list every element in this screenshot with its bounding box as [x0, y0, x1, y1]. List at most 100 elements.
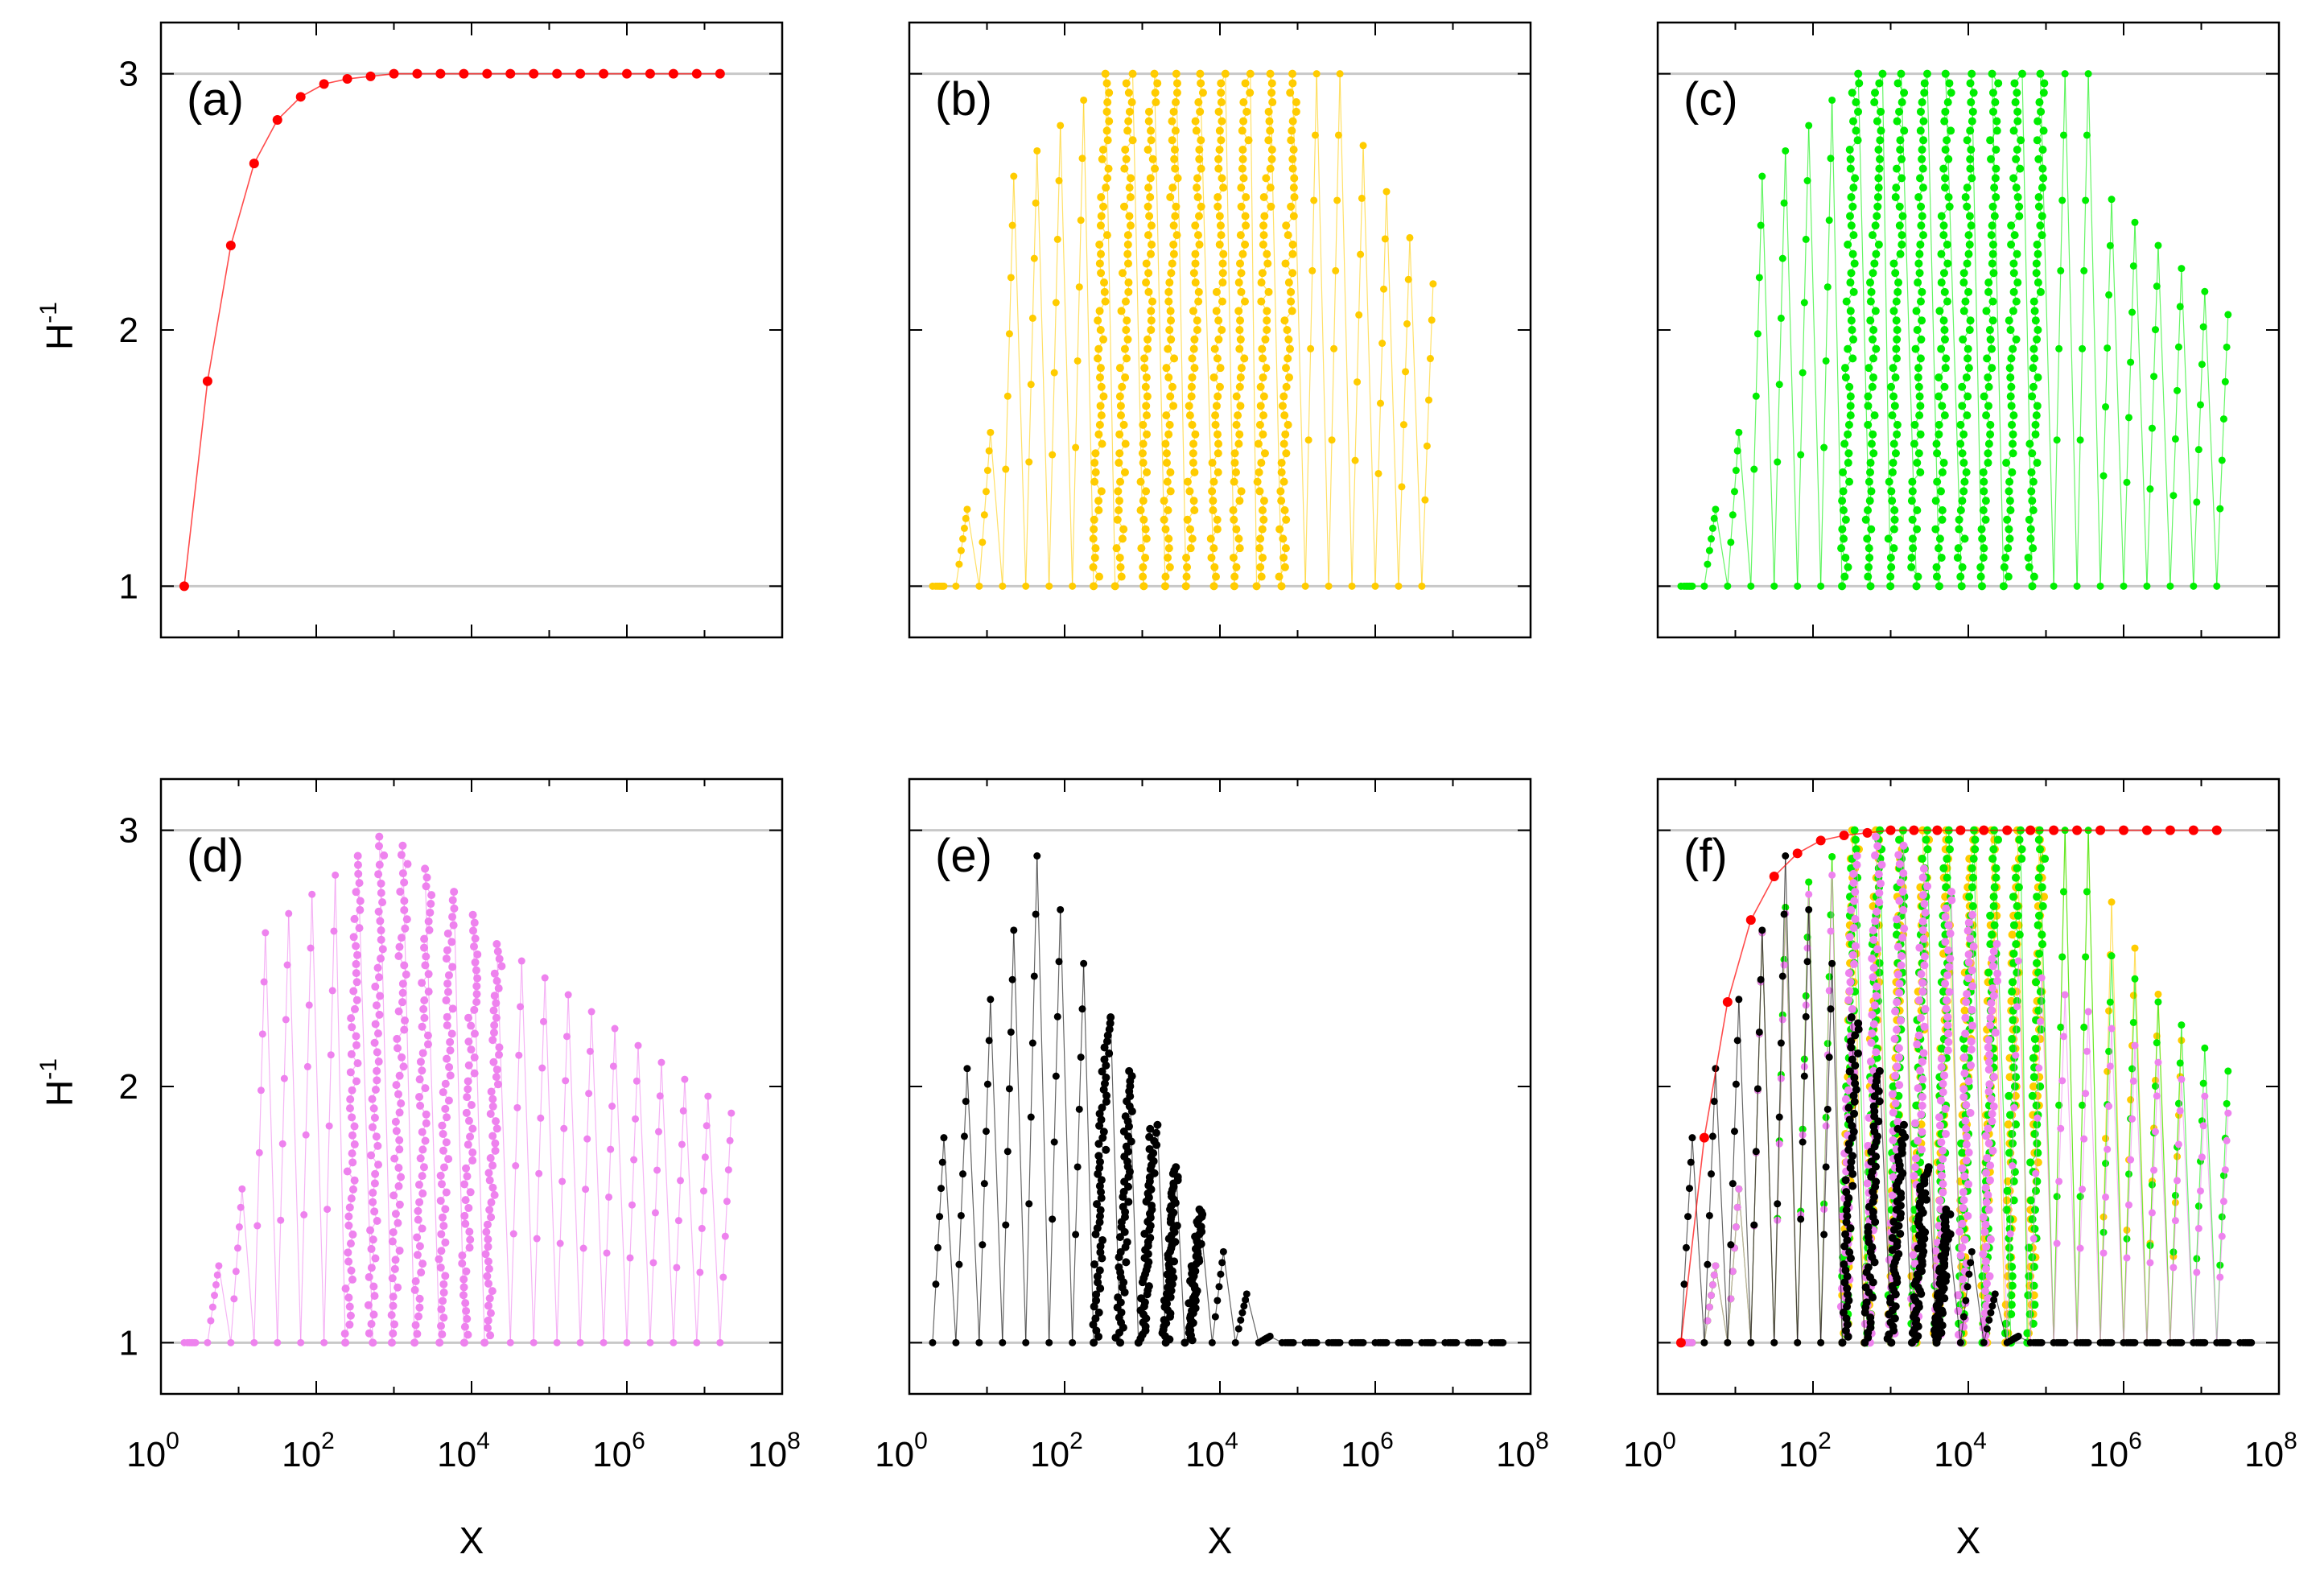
data-point — [2034, 911, 2043, 920]
data-point — [1845, 987, 1854, 996]
data-point — [297, 1338, 305, 1346]
data-point — [1733, 447, 1741, 455]
data-point — [1965, 212, 1974, 221]
data-point — [1160, 515, 1168, 524]
data-point — [1866, 1313, 1875, 1322]
data-point — [413, 1330, 422, 1338]
data-point — [1896, 136, 1905, 145]
data-point — [1236, 373, 1245, 381]
connector — [626, 1045, 639, 1343]
data-point — [1421, 496, 1429, 504]
data-point — [2036, 845, 2045, 854]
data-point — [1259, 231, 1268, 240]
data-point — [370, 1113, 379, 1122]
data-point — [1863, 534, 1872, 543]
data-point — [2106, 998, 2114, 1006]
data-point — [2030, 1206, 2039, 1214]
data-point — [394, 1164, 403, 1173]
data-point — [1097, 1188, 1106, 1197]
data-point — [1982, 307, 1991, 315]
data-point — [2024, 1291, 2033, 1300]
data-point — [390, 1320, 399, 1329]
data-point — [1147, 326, 1156, 334]
data-point — [1163, 477, 1172, 486]
data-point — [1168, 117, 1176, 126]
data-point — [1932, 563, 1941, 571]
data-point — [392, 1127, 401, 1136]
data-point — [375, 832, 384, 841]
data-point — [255, 1148, 263, 1157]
connector — [1832, 100, 1843, 587]
data-point — [484, 1257, 492, 1266]
data-point — [1976, 572, 1985, 581]
data-point — [1428, 316, 1436, 324]
data-point — [1870, 98, 1879, 107]
data-point — [1919, 934, 1928, 943]
data-point — [371, 1254, 380, 1263]
data-point — [1841, 1095, 1850, 1103]
data-point — [1236, 259, 1245, 268]
data-point — [2166, 582, 2174, 590]
data-point — [1215, 126, 1224, 135]
data-point — [1792, 848, 1803, 859]
data-point — [2079, 1101, 2087, 1109]
data-point — [490, 992, 499, 1000]
data-point — [415, 1092, 424, 1101]
data-point — [2012, 297, 2021, 306]
data-point — [1891, 1007, 1900, 1016]
data-point — [1257, 278, 1266, 287]
data-point — [1196, 69, 1205, 78]
data-point — [2076, 1244, 2084, 1252]
data-point — [2008, 468, 2017, 476]
data-point — [1745, 915, 1756, 926]
data-point — [1312, 70, 1321, 78]
data-point — [1851, 1061, 1860, 1070]
data-point — [1217, 98, 1226, 107]
data-point — [1218, 297, 1226, 306]
data-point — [1259, 497, 1268, 505]
data-point — [2005, 1091, 2013, 1100]
data-point — [1733, 1037, 1741, 1045]
data-point — [1185, 402, 1193, 410]
data-point — [1192, 126, 1201, 135]
data-point — [1971, 835, 1980, 844]
data-point — [1425, 396, 1433, 404]
data-point — [2095, 825, 2106, 835]
data-point — [1050, 1138, 1058, 1146]
data-point — [1258, 506, 1267, 515]
data-point — [1854, 1049, 1863, 1058]
data-point — [1096, 364, 1105, 373]
data-point — [1869, 335, 1877, 344]
data-point — [2013, 117, 2022, 126]
data-point — [2079, 344, 2087, 353]
data-point — [419, 1163, 428, 1172]
data-point — [1993, 976, 2002, 985]
data-point — [493, 1080, 502, 1089]
data-point — [487, 1198, 496, 1207]
data-point — [2213, 582, 2221, 590]
data-point — [1889, 459, 1898, 468]
data-point — [468, 1124, 477, 1133]
data-point — [1870, 1001, 1879, 1010]
data-point — [1962, 1124, 1971, 1133]
data-point — [1230, 459, 1239, 468]
data-point — [1988, 1117, 1996, 1126]
data-point — [1126, 192, 1135, 201]
data-point — [1914, 373, 1922, 381]
data-point — [1282, 364, 1291, 373]
data-point — [1869, 269, 1877, 278]
data-point — [2033, 240, 2042, 249]
data-point — [1984, 1139, 1993, 1148]
data-point — [443, 929, 452, 938]
data-point — [1982, 1279, 1991, 1288]
connector — [1715, 1068, 1729, 1343]
data-point — [1822, 1122, 1830, 1130]
data-point — [1984, 1190, 1992, 1199]
data-point — [1168, 183, 1177, 192]
data-point — [1256, 563, 1265, 571]
data-point — [2150, 1166, 2158, 1174]
data-point — [1914, 259, 1923, 268]
data-point — [443, 1054, 451, 1063]
data-point — [1828, 871, 1836, 879]
data-point — [1943, 971, 1952, 979]
